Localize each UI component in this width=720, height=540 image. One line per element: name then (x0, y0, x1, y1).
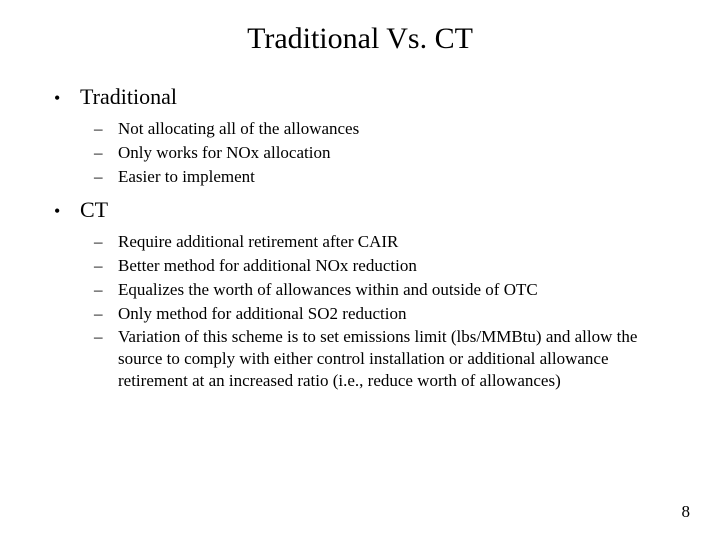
item-text: Only works for NOx allocation (118, 142, 680, 164)
slide: Traditional Vs. CT • Traditional – Not a… (0, 0, 720, 540)
sub-list-traditional: – Not allocating all of the allowances –… (94, 118, 680, 187)
dash-icon: – (94, 326, 118, 348)
slide-content: • Traditional – Not allocating all of th… (0, 84, 720, 392)
sub-list-ct: – Require additional retirement after CA… (94, 231, 680, 391)
list-item: – Not allocating all of the allowances (94, 118, 680, 140)
item-text: Require additional retirement after CAIR (118, 231, 680, 253)
dash-icon: – (94, 279, 118, 301)
bullet-label: CT (80, 197, 108, 223)
slide-title: Traditional Vs. CT (0, 0, 720, 74)
list-item: – Easier to implement (94, 166, 680, 188)
dash-icon: – (94, 166, 118, 188)
item-text: Easier to implement (118, 166, 680, 188)
list-item: – Variation of this scheme is to set emi… (94, 326, 680, 391)
dash-icon: – (94, 303, 118, 325)
bullet-label: Traditional (80, 84, 177, 110)
bullet-ct: • CT (54, 197, 680, 223)
list-item: – Only method for additional SO2 reducti… (94, 303, 680, 325)
dash-icon: – (94, 118, 118, 140)
item-text: Equalizes the worth of allowances within… (118, 279, 680, 301)
page-number: 8 (682, 502, 691, 522)
item-text: Variation of this scheme is to set emiss… (118, 326, 680, 391)
dash-icon: – (94, 231, 118, 253)
item-text: Better method for additional NOx reducti… (118, 255, 680, 277)
bullet-dot-icon: • (54, 200, 80, 222)
list-item: – Only works for NOx allocation (94, 142, 680, 164)
dash-icon: – (94, 255, 118, 277)
bullet-traditional: • Traditional (54, 84, 680, 110)
item-text: Not allocating all of the allowances (118, 118, 680, 140)
list-item: – Require additional retirement after CA… (94, 231, 680, 253)
item-text: Only method for additional SO2 reduction (118, 303, 680, 325)
list-item: – Better method for additional NOx reduc… (94, 255, 680, 277)
list-item: – Equalizes the worth of allowances with… (94, 279, 680, 301)
bullet-dot-icon: • (54, 87, 80, 109)
dash-icon: – (94, 142, 118, 164)
